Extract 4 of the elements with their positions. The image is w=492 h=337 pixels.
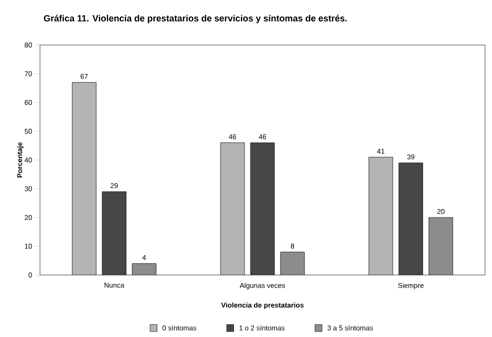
- bar: [220, 142, 245, 275]
- bar: [72, 82, 96, 275]
- bar: [368, 156, 394, 275]
- chart-title: Gráfica 11. Violencia de prestatarios de servicios y síntomas de estrés.: [44, 14, 347, 24]
